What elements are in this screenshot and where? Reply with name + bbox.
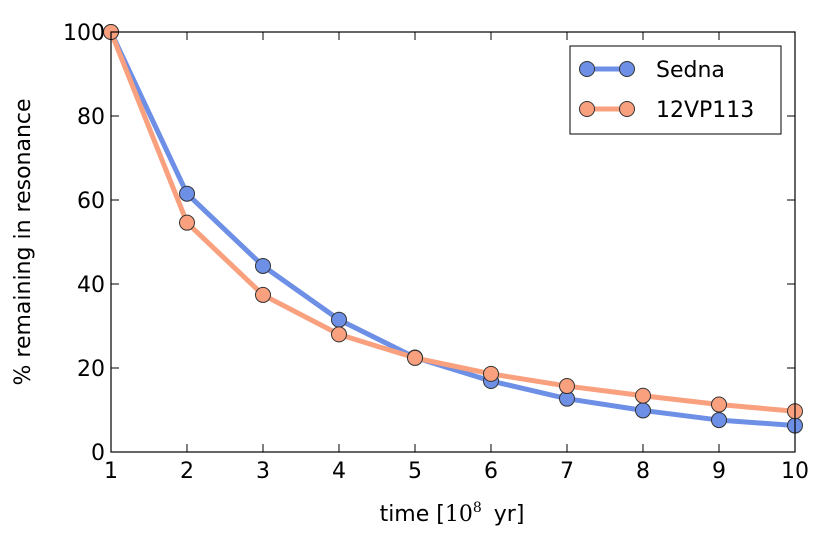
data-point-sedna: [331, 311, 347, 328]
x-axis-label-prefix: time [: [380, 502, 445, 527]
x-axis-label-exp: 8: [473, 500, 482, 516]
legend-box: [569, 45, 782, 135]
data-point-12vp113: [559, 378, 575, 395]
data-point-12vp113: [483, 365, 499, 382]
data-point-12vp113: [635, 387, 651, 404]
y-tick-label: 80: [77, 105, 105, 130]
x-axis-label-base: 10: [445, 502, 473, 527]
x-tick-label: 7: [560, 459, 574, 484]
legend-marker: [579, 61, 595, 77]
y-tick-label: 20: [77, 357, 105, 382]
data-point-12vp113: [407, 349, 423, 366]
series-layer: [103, 24, 803, 434]
series-markers: [103, 24, 803, 434]
x-tick-label: 9: [712, 459, 726, 484]
x-tick-label: 10: [781, 459, 809, 484]
legend-label-12vp113: 12VP113: [656, 98, 754, 123]
data-point-12vp113: [179, 214, 195, 231]
x-tick-label: 8: [636, 459, 650, 484]
data-point-sedna: [255, 257, 271, 274]
y-tick-label: 100: [63, 21, 105, 46]
data-point-12vp113: [255, 286, 271, 303]
x-tick-label: 5: [408, 459, 422, 484]
data-point-sedna: [635, 402, 651, 419]
legend-label-sedna: Sedna: [656, 58, 725, 83]
y-tick-label: 60: [77, 189, 105, 214]
x-tick-label: 1: [104, 459, 118, 484]
legend-marker: [619, 101, 635, 117]
series-lines: [111, 32, 795, 429]
data-point-12vp113: [711, 396, 727, 413]
y-axis-label: % remaining in resonance: [11, 98, 36, 385]
x-tick-label: 6: [484, 459, 498, 484]
x-axis-label-suffix: yr]: [494, 502, 525, 527]
y-tick-label: 40: [77, 273, 105, 298]
y-tick-label: 0: [91, 441, 105, 466]
x-axis-label: time [108 yr]: [380, 500, 525, 527]
x-tick-label: 4: [332, 459, 346, 484]
x-tick-label: 3: [256, 459, 270, 484]
x-tick-label: 2: [180, 459, 194, 484]
data-point-12vp113: [331, 326, 347, 343]
legend: Sedna 12VP113: [569, 45, 782, 135]
data-point-sedna: [711, 412, 727, 429]
series-line-12vp113: [111, 32, 795, 414]
data-point-sedna: [179, 185, 195, 202]
legend-marker: [579, 101, 595, 117]
plot-frame: [110, 31, 796, 453]
series-line-sedna: [111, 32, 795, 429]
legend-marker: [619, 61, 635, 77]
